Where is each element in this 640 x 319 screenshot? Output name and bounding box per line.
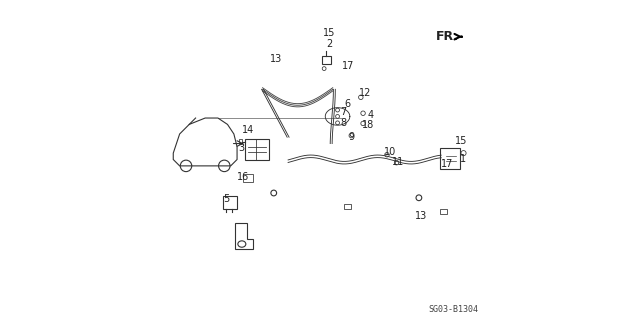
Text: 4: 4	[368, 110, 374, 120]
Text: SG03-B1304: SG03-B1304	[428, 305, 478, 314]
Bar	[440, 148, 460, 169]
Bar	[440, 209, 447, 214]
Text: 12: 12	[360, 88, 372, 99]
Text: 10: 10	[384, 146, 396, 157]
Text: 17: 17	[441, 159, 454, 169]
Text: 5: 5	[223, 194, 230, 204]
Text: 15: 15	[455, 136, 467, 146]
Text: 6: 6	[344, 99, 351, 109]
Text: 15: 15	[323, 28, 336, 38]
Bar	[223, 196, 237, 209]
Text: 16: 16	[237, 172, 250, 182]
Text: 11: 11	[392, 157, 404, 167]
Text: 17: 17	[342, 61, 355, 71]
Bar	[344, 204, 351, 209]
Bar	[243, 174, 253, 182]
Text: 3: 3	[238, 143, 244, 153]
Bar	[239, 139, 243, 144]
Text: 7: 7	[340, 107, 346, 117]
Text: 13: 13	[415, 211, 428, 221]
Text: 8: 8	[340, 118, 346, 128]
Text: FR.: FR.	[436, 30, 459, 43]
Text: 14: 14	[242, 124, 254, 135]
Bar	[321, 56, 331, 64]
Text: 1: 1	[460, 154, 466, 165]
Text: 13: 13	[270, 54, 282, 64]
Text: 2: 2	[326, 39, 332, 49]
Bar	[245, 139, 269, 160]
Text: 9: 9	[349, 131, 355, 142]
Text: 18: 18	[362, 120, 374, 130]
